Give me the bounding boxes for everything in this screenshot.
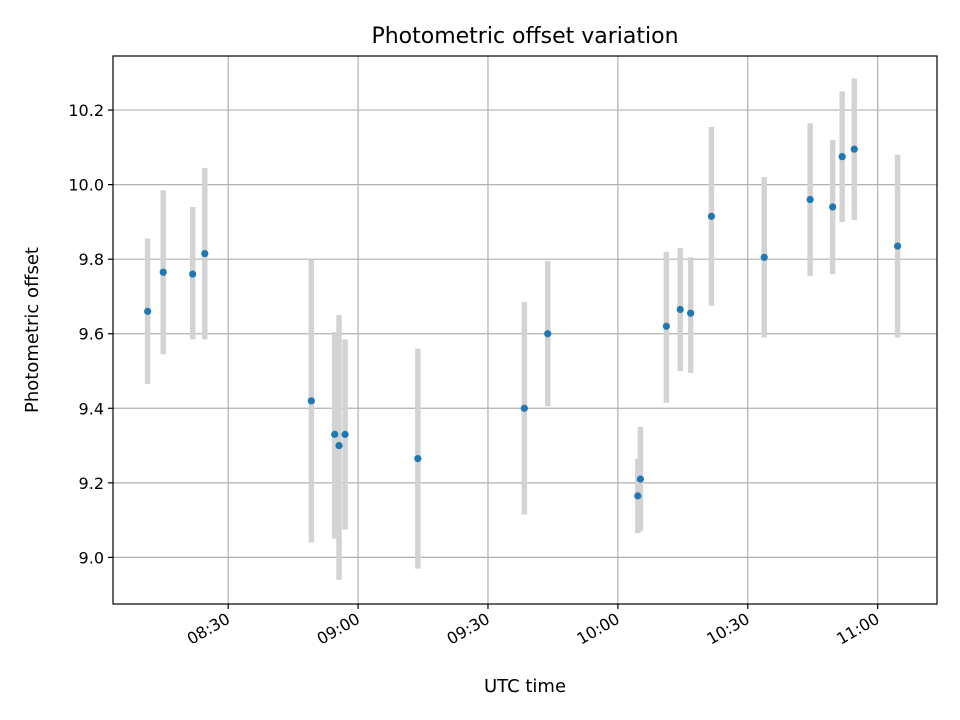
data-point [189, 270, 197, 278]
data-point [760, 253, 768, 261]
y-axis-ticks: 9.0 9.2 9.4 9.6 9.8 10.0 10.2 [68, 101, 113, 567]
plot-area-frame [112, 55, 938, 605]
data-point [201, 249, 209, 258]
data-point [838, 153, 846, 161]
data-point [662, 322, 670, 330]
data-point [307, 397, 315, 405]
y-axis-label: Photometric offset [22, 247, 43, 413]
data-point [341, 430, 349, 438]
y-tick-label: 9.2 [79, 474, 104, 493]
data-point [634, 492, 642, 500]
data-point [520, 404, 528, 412]
y-tick-label: 9.4 [79, 399, 104, 418]
data-point [676, 305, 684, 314]
data-point [806, 195, 814, 204]
data-points [144, 145, 902, 500]
data-point [829, 203, 837, 211]
y-tick-label: 10.2 [68, 101, 104, 120]
data-point [544, 330, 552, 338]
chart-title: Photometric offset variation [371, 24, 678, 49]
data-point [707, 212, 716, 220]
x-axis-label: UTC time [484, 676, 566, 697]
y-tick-label: 9.0 [79, 548, 104, 567]
data-point [636, 475, 644, 483]
y-tick-label: 9.8 [79, 250, 104, 269]
data-point [850, 145, 858, 153]
y-tick-label: 10.0 [68, 176, 104, 195]
data-point [144, 307, 152, 315]
y-tick-label: 9.6 [79, 325, 104, 344]
data-point [687, 309, 695, 317]
data-point [893, 242, 902, 250]
data-point [414, 455, 422, 463]
data-point [159, 268, 167, 276]
data-point [335, 441, 343, 450]
data-point [331, 430, 339, 438]
